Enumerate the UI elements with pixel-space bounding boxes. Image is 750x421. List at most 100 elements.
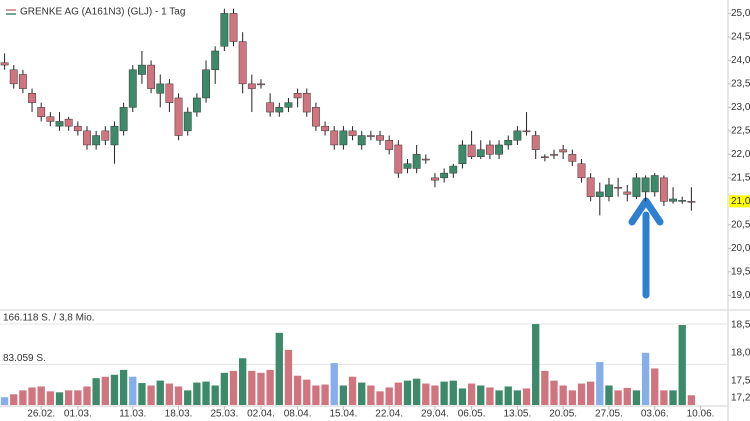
volume-tick-label: 166.118 S. / 3,8 Mio. xyxy=(3,313,95,324)
candle-body xyxy=(55,121,64,127)
candle-body xyxy=(257,83,265,86)
candle-body xyxy=(485,144,494,155)
candle-body xyxy=(348,130,357,136)
candle-body xyxy=(238,41,247,85)
candle-body xyxy=(568,154,577,162)
volume-bar xyxy=(303,379,311,405)
volume-bar xyxy=(678,325,686,405)
x-tick-label: 11.03. xyxy=(119,409,146,420)
candle-body xyxy=(339,130,348,146)
volume-bar xyxy=(275,332,283,405)
volume-bar xyxy=(248,370,256,405)
candle-body xyxy=(293,93,302,99)
candle-body xyxy=(522,130,531,133)
volume-bar xyxy=(550,380,558,405)
volume-bar xyxy=(358,382,366,405)
volume-bar xyxy=(449,380,457,405)
candle-body xyxy=(577,163,586,179)
candle-body xyxy=(101,130,110,141)
volume-bar xyxy=(10,394,18,405)
y-tick-label: 19,50 xyxy=(731,266,750,277)
volume-bar xyxy=(522,388,531,405)
volume-bar xyxy=(687,395,696,405)
y-tick-label: 22,50 xyxy=(731,125,750,136)
volume-bar xyxy=(568,390,576,405)
candle-body xyxy=(110,125,119,146)
volume-axis-label: 18,00 xyxy=(731,348,750,359)
candle-body xyxy=(421,158,430,161)
x-tick-label: 13.05. xyxy=(503,409,531,420)
candle-body xyxy=(192,97,201,113)
volume-bar xyxy=(229,370,238,405)
candle-body xyxy=(73,125,82,132)
volume-bar xyxy=(202,381,210,405)
volume-bar xyxy=(669,390,677,405)
volume-tick-label: 83.059 S. xyxy=(3,353,46,364)
candle-body xyxy=(183,111,192,132)
volume-bar xyxy=(623,387,631,405)
volume-bar xyxy=(0,397,9,405)
volume-bar xyxy=(321,384,329,405)
candle-body xyxy=(128,69,137,108)
volume-bar xyxy=(156,380,164,405)
y-tick-label: 24,50 xyxy=(731,32,750,43)
volume-bar xyxy=(92,378,100,405)
candle-body xyxy=(147,64,156,89)
candle-body xyxy=(504,140,513,146)
volume-bar xyxy=(119,369,128,405)
volume-bar xyxy=(596,362,604,405)
candle-body xyxy=(330,130,339,146)
volume-bar xyxy=(174,386,183,405)
candle-body xyxy=(669,198,677,202)
volume-bar xyxy=(495,390,503,405)
y-tick-label: 24,00 xyxy=(731,55,750,66)
volume-bar xyxy=(394,382,403,405)
volume-bar xyxy=(266,369,274,405)
candle-body xyxy=(431,177,439,181)
volume-bar xyxy=(586,381,595,405)
volume-bar xyxy=(257,372,265,405)
x-tick-label: 01.03. xyxy=(64,409,92,420)
last-price-box xyxy=(729,195,750,208)
candle-body xyxy=(559,149,568,153)
candle-body xyxy=(687,201,696,203)
y-tick-label: 25,00 xyxy=(731,8,750,19)
volume-bar xyxy=(651,368,659,405)
x-tick-label: 03.06. xyxy=(641,409,669,420)
volume-bar xyxy=(37,386,45,405)
volume-bar xyxy=(403,380,412,405)
volume-bar xyxy=(110,374,119,405)
volume-bar xyxy=(330,363,338,405)
x-tick-label: 27.05. xyxy=(595,409,623,420)
candle-body xyxy=(64,118,73,127)
candle-body xyxy=(394,144,403,174)
candle-body xyxy=(449,165,458,174)
candle-body xyxy=(605,184,613,197)
volume-bar xyxy=(65,390,73,405)
y-tick-label: 20,50 xyxy=(731,219,750,230)
volume-bar xyxy=(193,382,201,405)
volume-axis-label: 18,50 xyxy=(731,320,750,331)
volume-bar xyxy=(211,385,219,405)
x-tick-label: 25.03. xyxy=(210,409,238,420)
candle-body xyxy=(550,154,558,156)
volume-bar xyxy=(312,385,320,405)
candle-body xyxy=(458,144,467,164)
candle-body xyxy=(302,93,311,113)
volume-bar xyxy=(74,390,82,405)
volume-bar xyxy=(660,390,668,405)
candle-body xyxy=(495,144,503,155)
volume-bar xyxy=(129,376,137,405)
candle-body xyxy=(385,140,394,150)
candle-body xyxy=(28,93,36,103)
x-tick-label: 29.04. xyxy=(421,409,449,420)
candle-body xyxy=(513,130,522,141)
volume-bar xyxy=(348,376,357,405)
volume-bar xyxy=(477,385,485,405)
chart-title: GRENKE AG (A161N3) (GLJ) - 1 Tag xyxy=(20,7,185,18)
candle-body xyxy=(440,172,449,179)
x-tick-label: 20.05. xyxy=(549,409,577,420)
candle-body xyxy=(37,107,46,118)
candle-body xyxy=(92,135,101,146)
